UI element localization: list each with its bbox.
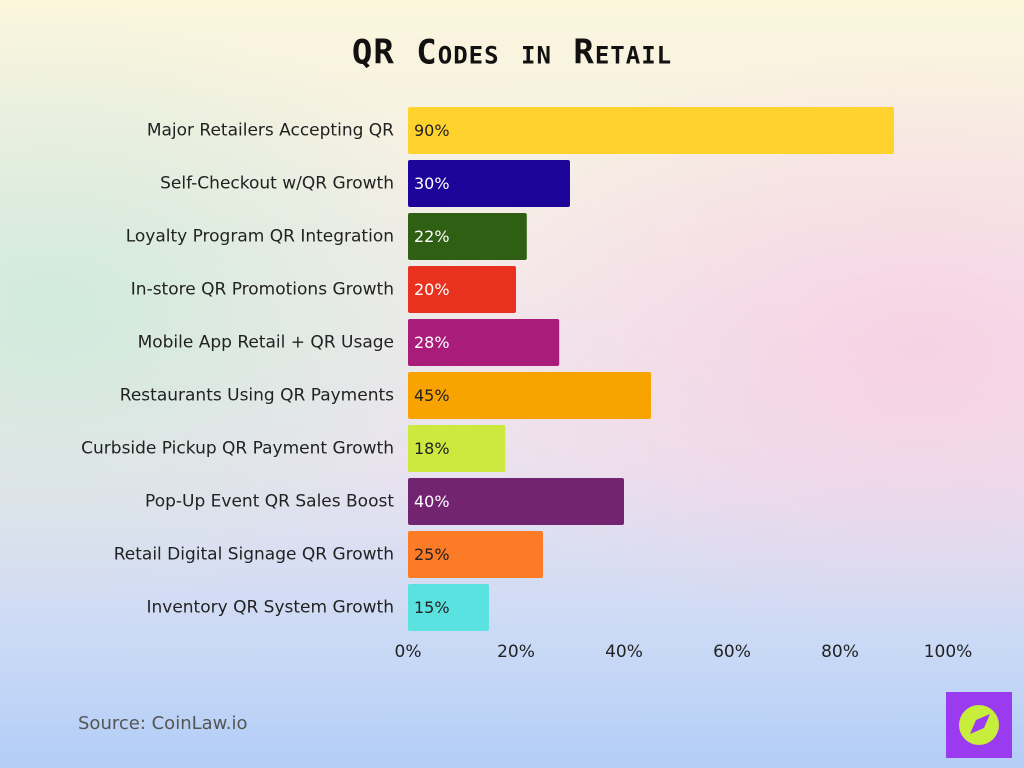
x-tick-label: 60% — [713, 642, 751, 662]
bar — [408, 266, 516, 313]
chart-title: QR Codes in Retail — [352, 33, 672, 73]
value-label: 40% — [414, 492, 450, 511]
category-label: Major Retailers Accepting QR — [147, 121, 394, 141]
source: Source: CoinLaw.io — [78, 713, 247, 734]
value-label: 15% — [414, 598, 450, 617]
category-label: Pop-Up Event QR Sales Boost — [145, 492, 394, 512]
category-label: Loyalty Program QR Integration — [126, 227, 394, 247]
category-label: Retail Digital Signage QR Growth — [114, 545, 394, 565]
logo — [946, 692, 1012, 758]
category-label: Inventory QR System Growth — [146, 598, 394, 618]
category-label: Mobile App Retail + QR Usage — [138, 333, 394, 353]
x-tick-label: 40% — [605, 642, 643, 662]
category-label: Self-Checkout w/QR Growth — [160, 174, 394, 194]
bar — [408, 213, 527, 260]
category-label: Curbside Pickup QR Payment Growth — [81, 439, 394, 459]
x-tick-label: 80% — [821, 642, 859, 662]
value-label: 25% — [414, 545, 450, 564]
bar — [408, 531, 543, 578]
category-label: In-store QR Promotions Growth — [131, 280, 394, 300]
bar — [408, 319, 560, 366]
bar — [408, 425, 506, 472]
bar — [408, 160, 570, 207]
value-label: 20% — [414, 280, 450, 299]
value-label: 18% — [414, 439, 450, 458]
category-label: Restaurants Using QR Payments — [120, 386, 394, 406]
bar — [408, 107, 894, 154]
bar — [408, 372, 651, 419]
bar — [408, 478, 624, 525]
value-label: 22% — [414, 227, 450, 246]
value-label: 28% — [414, 333, 450, 352]
x-tick-label: 100% — [924, 642, 973, 662]
bar — [408, 584, 489, 631]
value-label: 30% — [414, 174, 450, 193]
value-label: 45% — [414, 386, 450, 405]
value-label: 90% — [414, 121, 450, 140]
x-tick-label: 0% — [395, 642, 422, 662]
x-tick-label: 20% — [497, 642, 535, 662]
